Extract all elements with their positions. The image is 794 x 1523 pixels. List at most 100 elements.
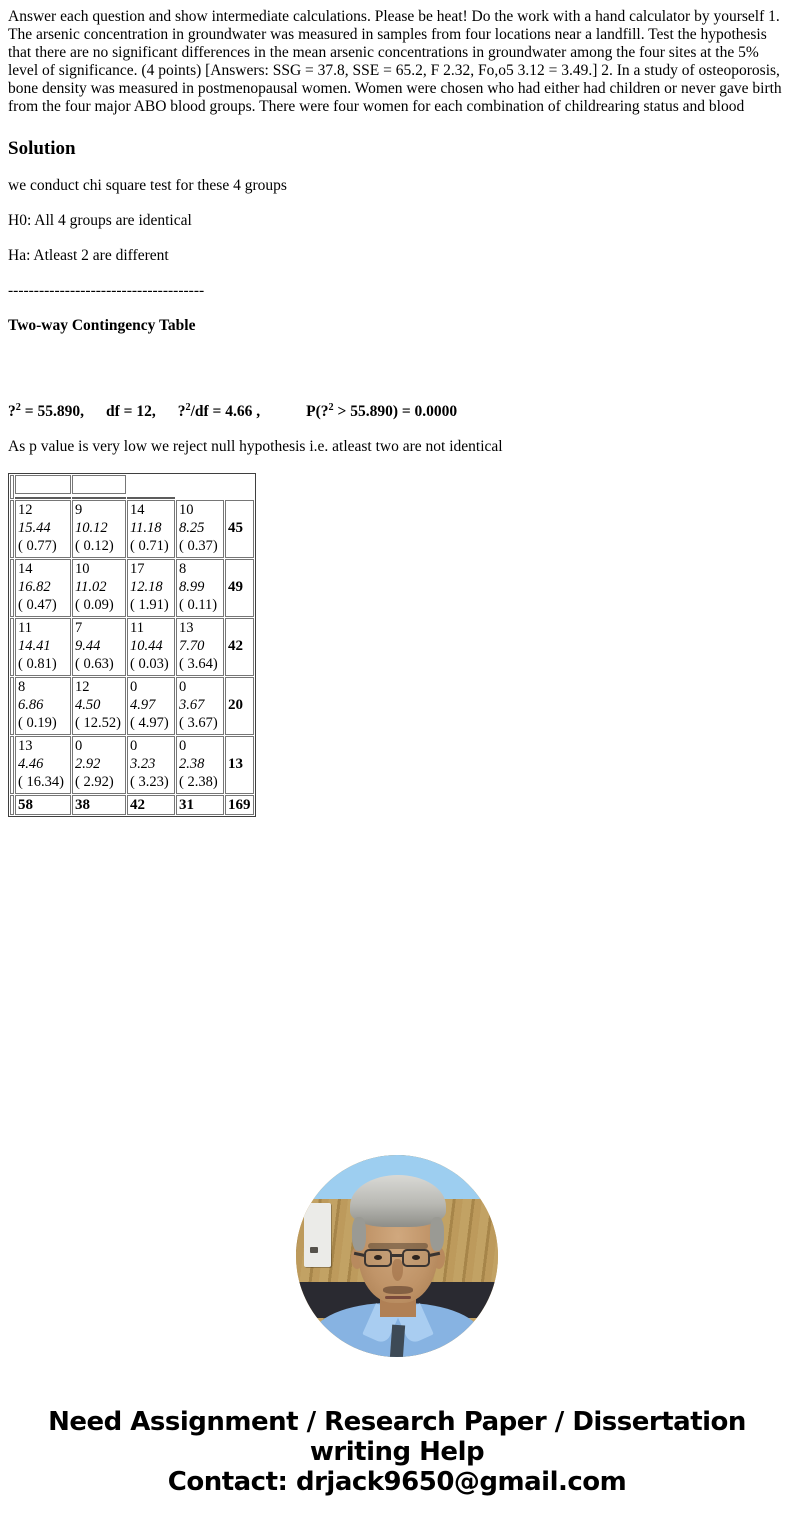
method-line: we conduct chi square test for these 4 g… bbox=[8, 177, 287, 194]
cell-r5c1: 13 4.46 ( 16.34) bbox=[15, 736, 71, 794]
expected-value: 2.92 bbox=[75, 756, 101, 772]
cell-r2c1: 14 16.82 ( 0.47) bbox=[15, 559, 71, 617]
photo-eye-right bbox=[412, 1255, 420, 1260]
photo-switch-dot bbox=[310, 1247, 318, 1253]
observed-value: 7 bbox=[75, 620, 83, 636]
tutor-photo bbox=[296, 1155, 498, 1357]
row-total: 42 bbox=[225, 618, 254, 676]
divider-dashes: -------------------------------------- bbox=[8, 282, 205, 299]
table-sliver-cell bbox=[10, 677, 14, 735]
chi-contribution: ( 0.11) bbox=[179, 597, 218, 613]
observed-value: 10 bbox=[75, 561, 90, 577]
spacer bbox=[8, 817, 786, 1155]
observed-value: 12 bbox=[18, 502, 33, 518]
photo-hair-left bbox=[352, 1217, 366, 1251]
chi-symbol: ? bbox=[8, 403, 16, 420]
table-row: 12 15.44 ( 0.77) 9 10.12 ( 0.12) 14 11.18 ( 0.… bbox=[10, 500, 254, 558]
cell-r1c1: 12 15.44 ( 0.77) bbox=[15, 500, 71, 558]
observed-value: 0 bbox=[179, 738, 187, 754]
cell-r1c2: 9 10.12 ( 0.12) bbox=[72, 500, 126, 558]
p-value-open: P(? bbox=[306, 403, 329, 420]
chi-value: = 55.890, bbox=[20, 403, 84, 420]
expected-value: 3.67 bbox=[179, 697, 205, 713]
cell-r2c4: 8 8.99 ( 0.11) bbox=[176, 559, 224, 617]
glasses-bridge bbox=[391, 1254, 403, 1257]
header-cell-col4 bbox=[176, 475, 224, 499]
cell-r4c4: 0 3.67 ( 3.67) bbox=[176, 677, 224, 735]
cell-r4c3: 0 4.97 ( 4.97) bbox=[127, 677, 175, 735]
observed-value: 0 bbox=[75, 738, 83, 754]
chi-contribution: ( 3.23) bbox=[130, 774, 169, 790]
observed-value: 11 bbox=[130, 620, 144, 636]
footer-line-2: writing Help bbox=[309, 1437, 485, 1467]
col-total: 38 bbox=[72, 795, 126, 815]
grand-total: 169 bbox=[225, 795, 254, 815]
alt-hypothesis: Ha: Atleast 2 are different bbox=[8, 247, 169, 264]
observed-value: 10 bbox=[179, 502, 194, 518]
table-row: 14 16.82 ( 0.47) 10 11.02 ( 0.09) 17 12.18 ( 1… bbox=[10, 559, 254, 617]
ratio-value: /df = 4.66 , bbox=[190, 403, 261, 420]
cell-r4c2: 12 4.50 ( 12.52) bbox=[72, 677, 126, 735]
chi-contribution: ( 0.37) bbox=[179, 538, 218, 554]
cell-r3c3: 11 10.44 ( 0.03) bbox=[127, 618, 175, 676]
chi-contribution: ( 3.67) bbox=[179, 715, 218, 731]
observed-value: 11 bbox=[18, 620, 32, 636]
cell-r1c4: 10 8.25 ( 0.37) bbox=[176, 500, 224, 558]
chi-contribution: ( 0.47) bbox=[18, 597, 57, 613]
expected-value: 9.44 bbox=[75, 638, 101, 654]
photo-mouth bbox=[385, 1296, 411, 1299]
chi-contribution: ( 0.19) bbox=[18, 715, 57, 731]
chi-contribution: ( 0.71) bbox=[130, 538, 169, 554]
observed-value: 9 bbox=[75, 502, 83, 518]
observed-value: 0 bbox=[130, 738, 138, 754]
observed-value: 12 bbox=[75, 679, 90, 695]
photo-switch-plate bbox=[304, 1203, 331, 1267]
expected-value: 11.18 bbox=[130, 520, 162, 536]
expected-value: 15.44 bbox=[18, 520, 51, 536]
column-totals-row: 58 38 42 31 169 bbox=[10, 795, 254, 815]
chi-contribution: ( 12.52) bbox=[75, 715, 121, 731]
cell-r5c4: 0 2.38 ( 2.38) bbox=[176, 736, 224, 794]
cell-r3c1: 11 14.41 ( 0.81) bbox=[15, 618, 71, 676]
table-sliver-cell bbox=[10, 618, 14, 676]
chi-contribution: ( 2.92) bbox=[75, 774, 114, 790]
row-total: 49 bbox=[225, 559, 254, 617]
chi-contribution: ( 1.91) bbox=[130, 597, 169, 613]
chi-contribution: ( 3.64) bbox=[179, 656, 218, 672]
footer-ad: Need Assignment / Research Paper / Disse… bbox=[8, 1407, 786, 1497]
question-text: Answer each question and show intermedia… bbox=[8, 8, 782, 115]
expected-value: 7.70 bbox=[179, 638, 205, 654]
row-total: 13 bbox=[225, 736, 254, 794]
table-sliver-cell bbox=[10, 559, 14, 617]
expected-value: 6.86 bbox=[18, 697, 44, 713]
chi-contribution: ( 0.77) bbox=[18, 538, 57, 554]
chi-contribution: ( 0.09) bbox=[75, 597, 114, 613]
chi-contribution: ( 0.12) bbox=[75, 538, 114, 554]
expected-value: 4.97 bbox=[130, 697, 156, 713]
p-exponent: 2 bbox=[328, 401, 334, 413]
contingency-table: 12 15.44 ( 0.77) 9 10.12 ( 0.12) 14 11.18 ( 0.… bbox=[8, 473, 256, 817]
cell-r5c3: 0 3.23 ( 3.23) bbox=[127, 736, 175, 794]
p-value-close: > 55.890) = 0.0000 bbox=[333, 403, 458, 420]
cell-r3c2: 7 9.44 ( 0.63) bbox=[72, 618, 126, 676]
expected-value: 2.38 bbox=[179, 756, 205, 772]
chi-contribution: ( 0.81) bbox=[18, 656, 57, 672]
chi-contribution: ( 2.38) bbox=[179, 774, 218, 790]
header-box bbox=[72, 475, 126, 494]
spacer bbox=[8, 352, 786, 386]
expected-value: 8.25 bbox=[179, 520, 205, 536]
expected-value: 12.18 bbox=[130, 579, 163, 595]
observed-value: 13 bbox=[179, 620, 194, 636]
photo-placket bbox=[389, 1324, 406, 1357]
chi-contribution: ( 0.03) bbox=[130, 656, 169, 672]
df-value: df = 12, bbox=[105, 403, 156, 420]
expected-value: 8.99 bbox=[179, 579, 205, 595]
footer-line-1: Need Assignment / Research Paper / Disse… bbox=[48, 1407, 746, 1437]
table-sliver-cell bbox=[10, 475, 14, 499]
observed-value: 13 bbox=[18, 738, 33, 754]
ratio-symbol: ? bbox=[177, 403, 186, 420]
row-total: 20 bbox=[225, 677, 254, 735]
expected-value: 10.12 bbox=[75, 520, 108, 536]
photo-nose bbox=[392, 1259, 403, 1281]
observed-value: 8 bbox=[18, 679, 26, 695]
